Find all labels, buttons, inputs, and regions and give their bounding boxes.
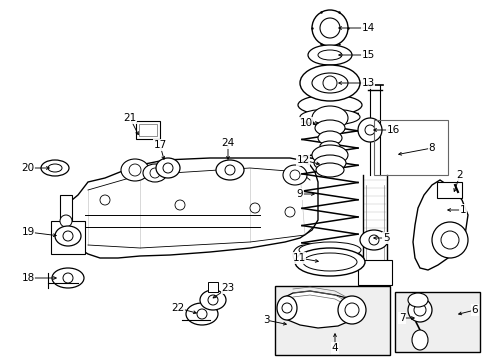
Circle shape xyxy=(345,303,358,317)
Polygon shape xyxy=(60,195,72,248)
Ellipse shape xyxy=(292,245,316,265)
Text: 10: 10 xyxy=(299,118,312,128)
Polygon shape xyxy=(70,158,317,258)
Text: 9: 9 xyxy=(296,189,303,199)
Circle shape xyxy=(407,298,431,322)
Text: 11: 11 xyxy=(292,253,305,263)
Circle shape xyxy=(63,273,73,283)
Text: 18: 18 xyxy=(21,273,35,283)
Ellipse shape xyxy=(55,226,81,246)
Circle shape xyxy=(319,18,339,38)
Text: 17: 17 xyxy=(153,140,166,150)
Text: 23: 23 xyxy=(221,283,234,293)
Ellipse shape xyxy=(299,65,359,101)
Ellipse shape xyxy=(142,164,167,182)
Circle shape xyxy=(323,76,336,90)
Ellipse shape xyxy=(298,242,360,258)
Ellipse shape xyxy=(48,164,62,172)
Text: 12: 12 xyxy=(296,155,309,165)
Circle shape xyxy=(129,164,141,176)
Circle shape xyxy=(150,168,160,178)
Ellipse shape xyxy=(314,120,345,136)
Circle shape xyxy=(289,170,299,180)
Text: 13: 13 xyxy=(361,78,374,88)
Circle shape xyxy=(197,309,206,319)
Circle shape xyxy=(282,303,291,313)
Polygon shape xyxy=(412,180,467,270)
Circle shape xyxy=(368,235,378,245)
Circle shape xyxy=(249,203,260,213)
Text: 22: 22 xyxy=(171,303,184,313)
Text: 2: 2 xyxy=(456,170,462,180)
Ellipse shape xyxy=(307,45,351,65)
Bar xyxy=(51,221,85,254)
Ellipse shape xyxy=(317,131,341,145)
Circle shape xyxy=(299,250,309,260)
Ellipse shape xyxy=(319,141,339,151)
Ellipse shape xyxy=(295,248,363,272)
Ellipse shape xyxy=(315,163,343,177)
Polygon shape xyxy=(278,291,357,328)
Text: 3: 3 xyxy=(262,315,269,325)
Circle shape xyxy=(60,215,72,227)
Ellipse shape xyxy=(276,296,296,320)
Ellipse shape xyxy=(41,160,69,176)
Circle shape xyxy=(440,231,458,249)
Circle shape xyxy=(100,195,110,205)
Ellipse shape xyxy=(311,73,347,93)
Text: 20: 20 xyxy=(21,163,35,173)
Text: 16: 16 xyxy=(386,125,399,135)
Bar xyxy=(274,286,389,355)
Polygon shape xyxy=(357,260,391,285)
Ellipse shape xyxy=(156,158,180,178)
Bar xyxy=(139,124,157,136)
Ellipse shape xyxy=(317,50,341,60)
Bar xyxy=(136,121,160,139)
Ellipse shape xyxy=(407,293,427,307)
Ellipse shape xyxy=(216,160,244,180)
Ellipse shape xyxy=(313,155,346,171)
Circle shape xyxy=(357,118,381,142)
Ellipse shape xyxy=(185,303,218,325)
Ellipse shape xyxy=(297,95,361,115)
Text: 8: 8 xyxy=(428,143,434,153)
Text: 19: 19 xyxy=(21,227,35,237)
Circle shape xyxy=(224,165,235,175)
Ellipse shape xyxy=(311,145,347,165)
Ellipse shape xyxy=(294,248,364,276)
Ellipse shape xyxy=(411,330,427,350)
Circle shape xyxy=(337,296,365,324)
Ellipse shape xyxy=(311,106,347,130)
Circle shape xyxy=(207,295,218,305)
Ellipse shape xyxy=(283,165,306,185)
Ellipse shape xyxy=(121,159,149,181)
Text: 4: 4 xyxy=(331,343,338,353)
Text: 21: 21 xyxy=(123,113,136,123)
Ellipse shape xyxy=(299,109,359,125)
Circle shape xyxy=(63,231,73,241)
Text: 6: 6 xyxy=(471,305,477,315)
Text: 15: 15 xyxy=(361,50,374,60)
Ellipse shape xyxy=(52,268,84,288)
Circle shape xyxy=(311,10,347,46)
Ellipse shape xyxy=(200,290,225,310)
Text: 14: 14 xyxy=(361,23,374,33)
Text: 7: 7 xyxy=(398,313,405,323)
Text: 1: 1 xyxy=(459,205,466,215)
Circle shape xyxy=(285,207,294,217)
Bar xyxy=(373,120,447,175)
Circle shape xyxy=(413,304,425,316)
Circle shape xyxy=(163,163,173,173)
Bar xyxy=(436,182,461,198)
Bar xyxy=(207,282,218,292)
Circle shape xyxy=(364,125,374,135)
Circle shape xyxy=(431,222,467,258)
Ellipse shape xyxy=(359,230,387,250)
Bar xyxy=(394,292,479,352)
Text: 5: 5 xyxy=(382,233,388,243)
Ellipse shape xyxy=(303,253,356,271)
Circle shape xyxy=(175,200,184,210)
Text: 24: 24 xyxy=(221,138,234,148)
